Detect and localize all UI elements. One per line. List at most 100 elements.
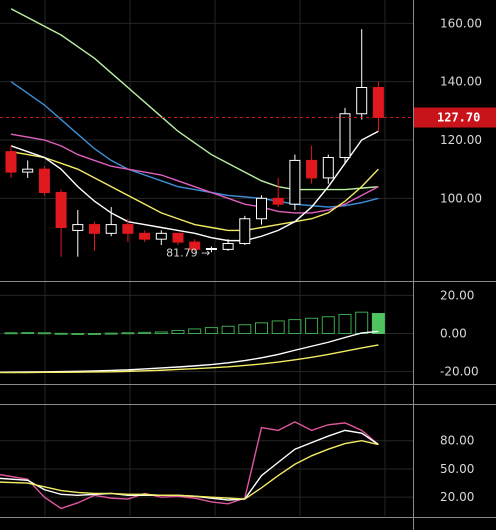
histogram-bar — [188, 328, 202, 334]
axis-tick-label: 20.00 — [440, 288, 474, 302]
candle-down — [189, 239, 201, 252]
histogram-bar — [54, 332, 68, 335]
candle-up — [239, 215, 251, 245]
moving-averages — [10, 8, 379, 242]
histogram-bar — [138, 331, 152, 335]
macd-histogram — [4, 311, 385, 335]
macd-series-line — [0, 344, 379, 374]
candle-up — [289, 154, 301, 210]
histogram-bar — [71, 333, 85, 335]
candle-up — [256, 195, 267, 225]
candle-up — [222, 239, 234, 251]
histogram-bar — [121, 332, 135, 335]
candle-body — [89, 224, 100, 234]
histogram-bar — [371, 313, 385, 334]
candle-body — [155, 232, 167, 240]
stochastic-series-line — [0, 440, 379, 500]
candle-body — [239, 218, 251, 245]
stochastic-panel[interactable]: 80.00 50.00 20.00 — [0, 421, 474, 510]
candle-body — [339, 113, 351, 158]
candle-down — [38, 166, 50, 196]
moving-average-line — [10, 81, 379, 208]
candle-down — [139, 230, 151, 243]
candle-down — [55, 189, 67, 257]
axis-tick-label: -20.00 — [440, 365, 479, 379]
axis-tick-label: 80.00 — [440, 434, 474, 448]
stochastic-lines — [0, 421, 379, 510]
stochastic-series-line — [0, 421, 379, 510]
histogram-bar — [171, 329, 185, 335]
candles[interactable] — [5, 29, 384, 257]
candle-body — [372, 87, 384, 119]
axis-tick-label: 20.00 — [440, 490, 474, 504]
candle-down — [5, 145, 17, 178]
low-price-annotation: 81.79 → — [166, 246, 210, 259]
axis-tick-label: 0.00 — [440, 327, 467, 341]
axis-tick-label: 100.00 — [440, 191, 482, 205]
price-axis-labels: 100.00 120.00 140.00 160.00 — [440, 16, 482, 205]
candle-body — [139, 232, 151, 240]
histogram-bar — [338, 313, 352, 335]
candle-body — [122, 224, 134, 234]
candle-body — [306, 159, 318, 179]
candle-up — [205, 246, 217, 253]
candle-body — [105, 224, 117, 234]
candle-body — [256, 197, 267, 220]
histogram-bar — [321, 316, 335, 334]
candle-body — [189, 241, 201, 250]
histogram-bar — [271, 320, 285, 334]
candle-body — [205, 248, 217, 250]
macd-series-line — [0, 330, 379, 373]
candle-body — [322, 157, 334, 179]
histogram-bar — [21, 332, 35, 335]
candle-up — [155, 230, 167, 245]
candle-down — [306, 145, 318, 184]
histogram-bar — [4, 332, 18, 335]
histogram-bar — [238, 324, 252, 335]
candle-body — [172, 232, 184, 243]
axis-tick-label: 140.00 — [440, 75, 482, 89]
candle-body — [5, 151, 17, 173]
candle-body — [55, 192, 67, 228]
moving-average-line — [10, 8, 379, 191]
candle-body — [22, 168, 34, 173]
candle-up — [322, 154, 334, 184]
candle-down — [122, 218, 134, 243]
candle-body — [72, 224, 84, 231]
candle-body — [272, 197, 284, 205]
candle-body — [38, 168, 50, 194]
candle-up — [22, 160, 34, 178]
candle-up — [339, 107, 351, 164]
histogram-bar — [154, 331, 168, 335]
histogram-bar — [305, 317, 319, 334]
axis-tick-label: 50.00 — [440, 462, 474, 476]
histogram-bar — [104, 332, 118, 335]
price-panel[interactable]: 127.70 81.79 → 100.00 120.00 140.00 160.00 — [0, 8, 496, 260]
macd-axis-labels: 20.00 0.00 -20.00 — [440, 288, 479, 378]
histogram-bar — [255, 322, 268, 335]
histogram-bar — [37, 332, 51, 335]
candle-down — [89, 221, 100, 251]
candle-down — [172, 232, 184, 245]
candle-up — [72, 210, 84, 257]
candle-up — [105, 207, 117, 237]
moving-average-line — [10, 150, 379, 232]
macd-panel[interactable]: 20.00 0.00 -20.00 — [0, 288, 479, 379]
moving-average-line — [10, 130, 379, 242]
axis-tick-label: 160.00 — [440, 16, 482, 30]
moving-average-line — [10, 133, 379, 214]
axis-tick-label: 120.00 — [440, 133, 482, 147]
last-price-tag-label: 127.70 — [437, 111, 480, 125]
candle-up — [356, 29, 368, 120]
macd-lines — [0, 330, 379, 374]
histogram-bar — [288, 319, 302, 335]
candle-down — [272, 177, 284, 208]
histogram-bar — [221, 325, 235, 334]
last-price-tag: 127.70 — [414, 107, 496, 128]
candle-body — [356, 87, 368, 115]
candle-body — [289, 159, 301, 205]
last-price-tag-background — [414, 107, 496, 128]
